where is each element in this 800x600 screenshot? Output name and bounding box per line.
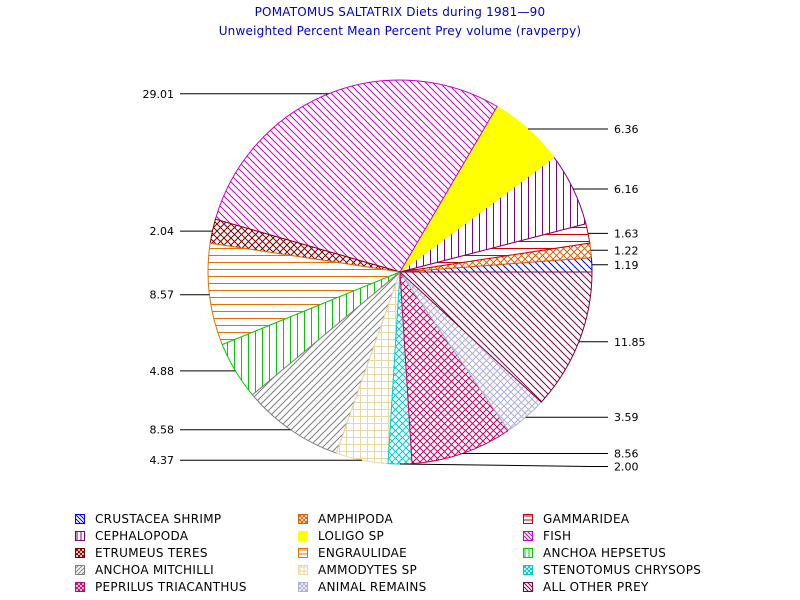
pie-slice-fish <box>214 79 498 273</box>
data-label-gammaridea: 1.63 <box>614 227 639 240</box>
data-label-stenotomus-chrysops: 2.00 <box>614 461 639 474</box>
pie-slice-engraulidae <box>207 242 402 346</box>
chart-title: POMATOMUS SALTATRIX Diets during 1981—90 <box>254 5 546 19</box>
data-label-cephalopoda: 6.16 <box>614 183 639 196</box>
data-label-all-other-prey: 11.85 <box>614 336 646 349</box>
data-label-anchoa-mitchilli: 8.58 <box>150 424 175 437</box>
data-label-crustacea-shrimp: 1.19 <box>614 259 639 272</box>
data-label-engraulidae: 8.57 <box>150 289 175 302</box>
pie-slice-all-other-prey <box>398 271 593 403</box>
data-label-etrumeus-teres: 2.04 <box>150 225 175 238</box>
data-label-animal-remains: 3.59 <box>614 411 639 424</box>
data-label-ammodytes-sp: 4.37 <box>150 454 175 467</box>
pie-slice-peprilus-triacanthus <box>399 270 510 465</box>
data-label-amphipoda: 1.22 <box>614 244 639 257</box>
pie-slice-anchoa-mitchilli <box>251 270 402 454</box>
data-label-loligo-sp: 6.36 <box>614 123 639 136</box>
data-label-anchoa-hepsetus: 4.88 <box>150 365 175 378</box>
data-label-peprilus-triacanthus: 8.56 <box>614 448 639 461</box>
leader-line-stenotomus-chrysops <box>399 463 608 467</box>
data-label-fish: 29.01 <box>143 88 175 101</box>
chart-subtitle: Unweighted Percent Mean Percent Prey vol… <box>218 24 582 38</box>
